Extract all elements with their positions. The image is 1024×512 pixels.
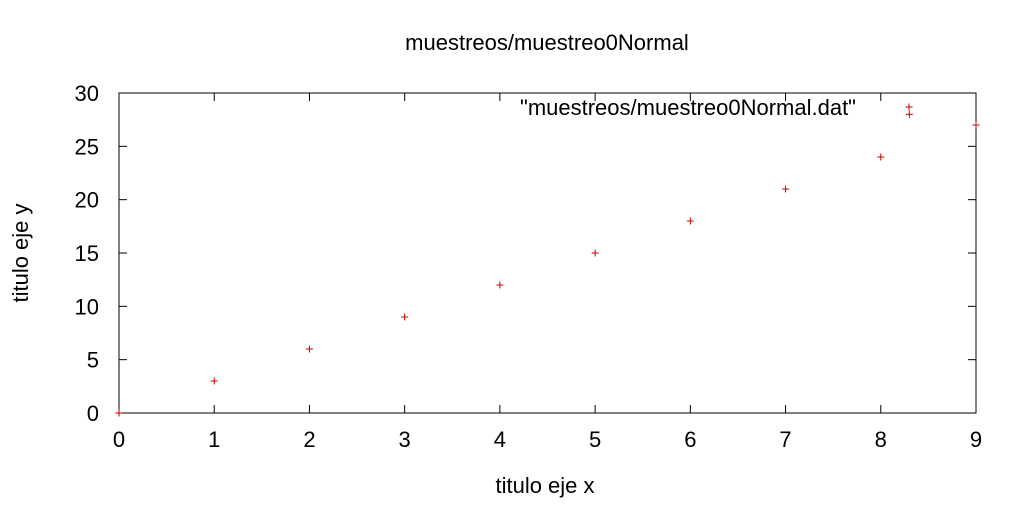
x-tick-label: 6 (684, 427, 696, 452)
y-tick-label: 5 (87, 348, 99, 373)
chart-title: muestreos/muestreo0Normal (405, 30, 689, 55)
legend: "muestreos/muestreo0Normal.dat" (520, 95, 913, 120)
x-axis-title: titulo eje x (495, 473, 594, 498)
y-tick-label: 20 (75, 188, 99, 213)
data-point (115, 409, 123, 417)
x-tick-label: 9 (970, 427, 982, 452)
data-point (972, 121, 980, 129)
legend-entry-label: "muestreos/muestreo0Normal.dat" (520, 95, 856, 120)
y-tick-label: 15 (75, 241, 99, 266)
x-axis: 0 1 2 3 4 5 6 7 8 9 (113, 93, 982, 452)
x-tick-label: 8 (875, 427, 887, 452)
x-tick-label: 1 (208, 427, 220, 452)
x-tick-label: 5 (589, 427, 601, 452)
x-tick-label: 7 (779, 427, 791, 452)
legend-marker (905, 103, 913, 111)
y-tick-label: 0 (87, 401, 99, 426)
y-tick-label: 10 (75, 294, 99, 319)
data-point (305, 345, 313, 353)
data-point (401, 313, 409, 321)
data-point (496, 281, 504, 289)
data-point (905, 110, 913, 118)
y-axis-title: titulo eje y (8, 203, 33, 302)
data-point (591, 249, 599, 257)
y-tick-label: 25 (75, 134, 99, 159)
data-point (877, 153, 885, 161)
y-tick-label: 30 (75, 81, 99, 106)
data-points (115, 110, 980, 417)
y-axis: 0 5 10 15 20 25 30 (75, 81, 976, 426)
x-tick-label: 3 (399, 427, 411, 452)
data-point (210, 377, 218, 385)
data-point (782, 185, 790, 193)
plot-frame (118, 92, 977, 414)
x-tick-label: 0 (113, 427, 125, 452)
x-tick-label: 2 (303, 427, 315, 452)
data-point (686, 217, 694, 225)
x-tick-label: 4 (494, 427, 506, 452)
